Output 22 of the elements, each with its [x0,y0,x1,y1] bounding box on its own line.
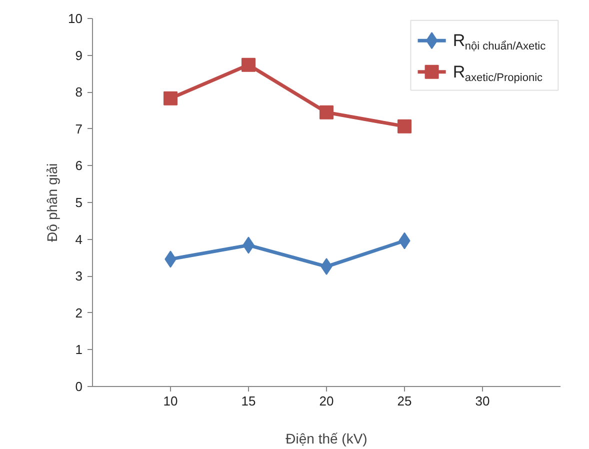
x-tick-label: 10 [163,394,178,408]
y-tick-label: 3 [75,268,83,284]
y-tick-label: 2 [75,305,83,320]
x-tick-label: 15 [241,394,256,408]
y-tick-label: 4 [75,232,83,247]
x-tick-label: 30 [475,394,490,408]
point [320,105,334,120]
x-axis-title: Điện thế (kV) [286,430,368,446]
y-tick-label: 10 [68,11,83,26]
y-tick-label: 5 [75,195,83,210]
y-tick-label: 9 [75,48,83,63]
y-tick-label: 0 [75,379,83,394]
y-axis-title: Độ phân giải [44,163,60,242]
x-tick-label: 20 [319,394,334,408]
point [164,91,178,106]
y-tick-label: 6 [75,158,83,174]
y-tick-label: 7 [75,121,83,136]
point [398,119,412,134]
y-tick-label: 1 [75,342,83,358]
point [242,58,256,72]
x-tick-label: 25 [397,394,412,408]
y-tick-label: 8 [75,84,83,100]
